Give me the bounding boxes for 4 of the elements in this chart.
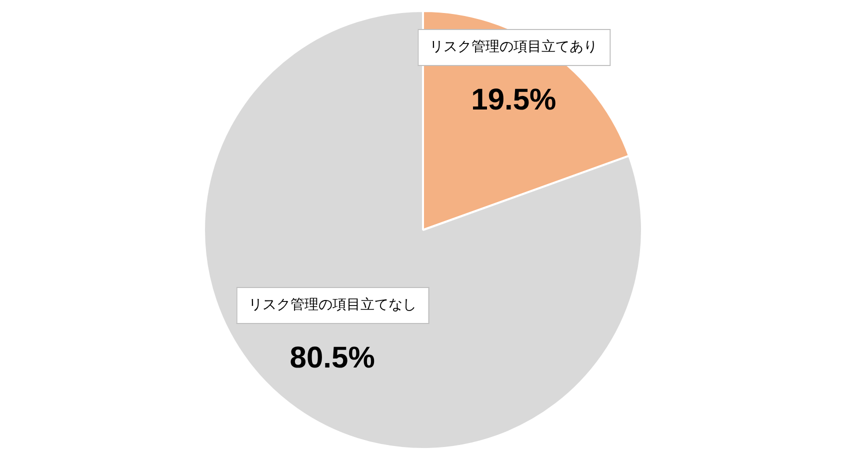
slice-label: リスク管理の項目立てあり: [430, 38, 598, 54]
slice-label: リスク管理の項目立てなし: [248, 296, 416, 312]
data-label: 80.5%: [290, 341, 375, 374]
data-label: 19.5%: [471, 83, 556, 116]
